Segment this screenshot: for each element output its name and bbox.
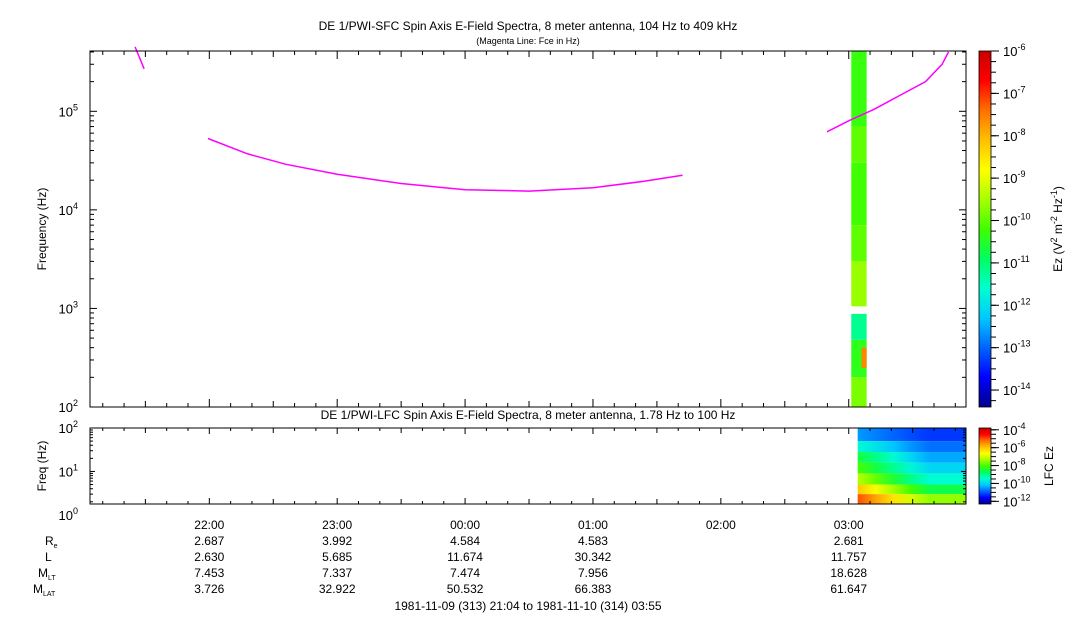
ephemeris-value: 7.453: [194, 566, 224, 580]
time-tick-label: 02:00: [706, 518, 736, 532]
ephemeris-value: 66.383: [575, 582, 612, 596]
cbar-tick-label: 10-7: [1003, 84, 1025, 101]
lower-spectrogram-panel: 100 101 102 Freq (Hz): [35, 419, 967, 523]
lower-x-ticks: [102, 428, 956, 504]
upper-x-ticks: [102, 51, 956, 407]
upper-title: DE 1/PWI-SFC Spin Axis E-Field Spectra, …: [319, 19, 738, 33]
lfc-band-3: [857, 462, 966, 474]
time-axis-labels: 22:00 23:00 00:00 01:00 02:00 03:00: [194, 518, 864, 532]
spectra-block-3: [851, 225, 867, 262]
upper-spectra-blocks: [851, 51, 867, 407]
upper-y-tick-label: 102: [59, 398, 78, 415]
cbar-tick-label: 10-8: [1003, 457, 1025, 474]
time-tick-label: 00:00: [450, 518, 480, 532]
upper-colorbar: 10-6 10-7 10-8 10-9 10-10 10-11 10-12 10-13 10-1…: [978, 42, 1065, 408]
lfc-band-2: [857, 452, 966, 463]
ephemeris-value: 2.687: [194, 534, 224, 548]
cbar-tick-label: 10-9: [1003, 169, 1025, 186]
lower-y-tick-label: 101: [59, 462, 78, 479]
lower-plot-frame: [89, 427, 967, 505]
ephemeris-row-label: MLAT: [33, 582, 56, 598]
fce-segment-1: [207, 137, 683, 192]
ephemeris-value: 32.922: [319, 582, 356, 596]
ephemeris-value: 11.757: [831, 550, 867, 564]
lower-y-tick-label: 100: [59, 506, 78, 523]
cbar-tick-label: 10-6: [1003, 439, 1025, 456]
ephemeris-value: 4.584: [450, 534, 480, 548]
spectra-block-2: [851, 162, 867, 226]
cbar-tick-label: 10-12: [1003, 492, 1030, 509]
ephemeris-value: 5.685: [322, 550, 352, 564]
time-tick-label: 23:00: [322, 518, 352, 532]
upper-plot-frame: [89, 50, 967, 408]
upper-plot-area: [90, 51, 966, 407]
spectra-block-7: [851, 377, 867, 407]
lower-y-tick-label: 102: [59, 419, 78, 436]
ephemeris-row-label: MLT: [38, 566, 56, 582]
upper-colorbar-label: Ez (V2 m-2 Hz-1): [1049, 186, 1065, 272]
ephemeris-value: 3.992: [322, 534, 352, 548]
lower-y-axis: 100 101 102: [59, 419, 966, 523]
upper-colorbar-ticks: 10-6 10-7 10-8 10-9 10-10 10-11 10-12 10-13 10-1…: [991, 42, 1030, 402]
cbar-tick-label: 10-14: [1003, 381, 1030, 398]
upper-spectrogram-panel: 102 103 104 105 Frequency (Hz): [35, 46, 967, 415]
upper-y-axis-label: Frequency (Hz): [35, 188, 49, 271]
spectra-block-4: [851, 261, 867, 307]
ephemeris-value: 3.726: [194, 582, 224, 596]
cbar-tick-label: 10-4: [1003, 421, 1025, 438]
lower-title: DE 1/PWI-LFC Spin Axis E-Field Spectra, …: [321, 408, 736, 422]
ephemeris-row-label: Re: [45, 534, 58, 550]
date-range: 1981-11-09 (313) 21:04 to 1981-11-10 (31…: [394, 599, 661, 613]
ephemeris-value: 2.630: [194, 550, 224, 564]
lfc-band-4: [857, 473, 966, 485]
upper-y-tick-label: 105: [59, 102, 78, 119]
lower-y-axis-label: Freq (Hz): [35, 441, 49, 492]
cbar-tick-label: 10-10: [1003, 474, 1030, 491]
lfc-band-5: [857, 484, 966, 495]
ephemeris-value: 7.337: [322, 566, 352, 580]
lower-colorbar-label: LFC Ez: [1042, 446, 1056, 486]
upper-y-axis: 102 103 104 105: [59, 51, 966, 415]
fce-segment-2: [826, 51, 950, 133]
cbar-tick-label: 10-13: [1003, 339, 1030, 356]
upper-y-tick-label: 103: [59, 299, 78, 316]
cbar-tick-label: 10-6: [1003, 42, 1025, 59]
lfc-band-1: [857, 441, 966, 453]
ephemeris-row-label: L: [45, 550, 52, 564]
ephemeris-table: Re 2.687 3.992 4.584 4.583 2.681 L 2.630 5.685 11…: [33, 534, 867, 598]
ephemeris-value: 11.674: [447, 550, 483, 564]
ephemeris-value: 18.628: [830, 566, 867, 580]
lower-plot-area: [90, 428, 966, 504]
upper-y-tick-label: 104: [59, 201, 78, 218]
cbar-tick-label: 10-10: [1003, 212, 1030, 229]
ephemeris-value: 7.956: [578, 566, 608, 580]
time-tick-label: 01:00: [578, 518, 608, 532]
ephemeris-value: 2.681: [834, 534, 864, 548]
spectra-block-5: [851, 313, 867, 340]
spectra-block-8: [861, 347, 867, 368]
cbar-tick-label: 10-12: [1003, 296, 1030, 313]
ephemeris-value: 7.474: [450, 566, 480, 580]
ephemeris-value: 50.532: [447, 582, 484, 596]
ephemeris-value: 4.583: [578, 534, 608, 548]
upper-subtitle: (Magenta Line: Fce in Hz): [476, 36, 580, 46]
time-tick-label: 03:00: [834, 518, 864, 532]
lower-spectra-bands: [857, 428, 966, 504]
ephemeris-value: 61.647: [830, 582, 867, 596]
spectra-block-1: [851, 126, 867, 163]
time-tick-label: 22:00: [194, 518, 224, 532]
cbar-tick-label: 10-11: [1003, 254, 1030, 271]
lfc-band-0: [857, 428, 966, 442]
spectra-block-0: [851, 51, 867, 127]
ephemeris-value: 30.342: [575, 550, 612, 564]
lower-colorbar-gradient: [978, 427, 992, 505]
lfc-band-6: [857, 494, 966, 504]
cbar-tick-label: 10-8: [1003, 127, 1025, 144]
upper-colorbar-gradient: [978, 50, 992, 408]
